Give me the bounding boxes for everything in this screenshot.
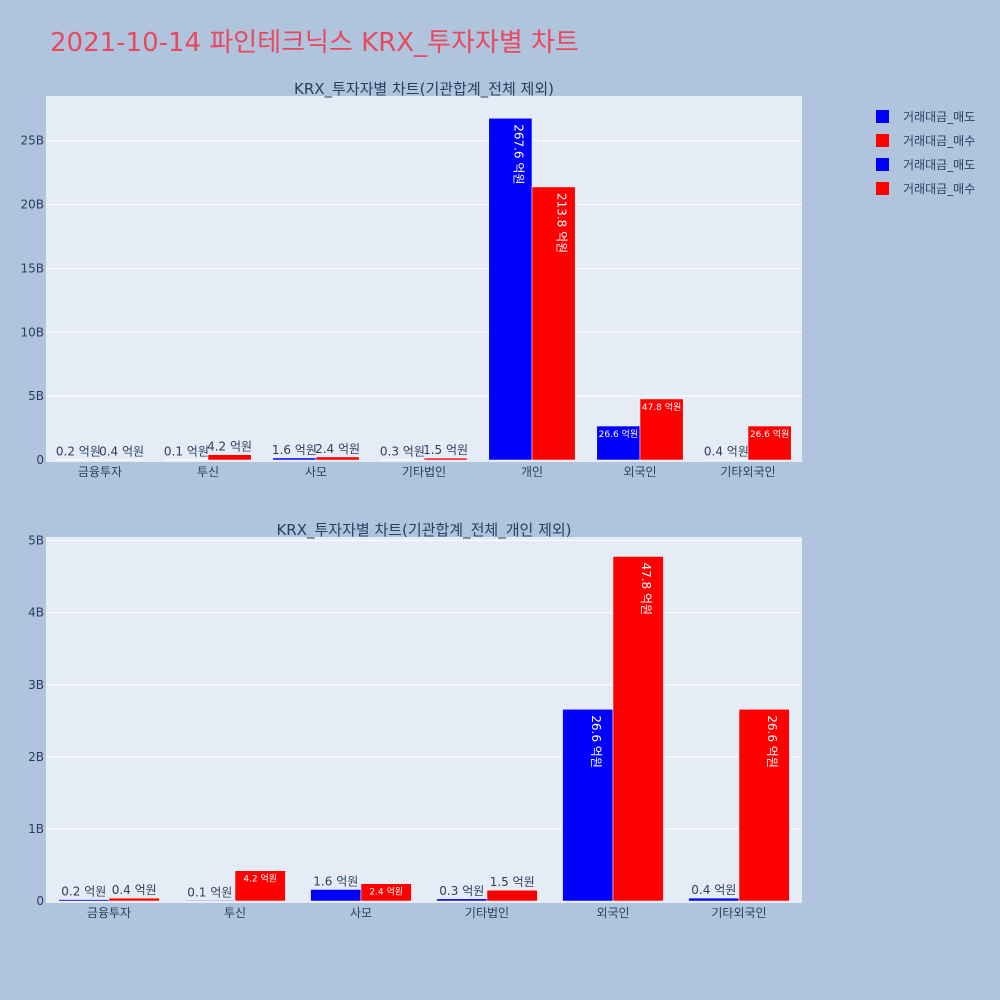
data-label: 2.4 억원 [315, 442, 360, 456]
bar-buy [108, 897, 160, 902]
bar-sell [380, 459, 425, 461]
x-tick-label: 기타외국인 [711, 906, 766, 920]
page-title: 2021-10-14 파인테크닉스 KRX_투자자별 차트 [50, 28, 579, 58]
bar-sell [164, 459, 209, 461]
chart-title: KRX_투자자별 차트(기관합계_전체_개인 제외) [276, 521, 571, 540]
bar-sell [58, 899, 110, 902]
legend-item-buy[interactable]: 거래대금_매수 [870, 128, 975, 152]
legend-swatch-buy [876, 133, 889, 147]
legend-label: 거래대금_매도 [903, 109, 976, 124]
y-tick-label: 2B [28, 750, 44, 764]
bar-buy [423, 457, 468, 461]
bar-sell [704, 459, 749, 461]
legend-item-buy[interactable]: 거래대금_매수 [870, 176, 975, 200]
data-label: 213.8 억원 [555, 193, 569, 253]
plot-area [46, 96, 802, 462]
x-tick-label: 금융투자 [78, 465, 122, 479]
bar-buy [747, 425, 792, 461]
bar-sell [56, 459, 101, 461]
legend-swatch-sell [876, 109, 889, 123]
bar-sell [562, 709, 614, 902]
data-label: 0.3 억원 [380, 445, 425, 459]
bar-sell [688, 897, 740, 902]
data-label: 47.8 억원 [642, 401, 681, 413]
legend-swatch-buy [876, 181, 889, 195]
bar-buy [315, 456, 360, 461]
chart-title: KRX_투자자별 차트(기관합계_전체 제외) [294, 80, 554, 99]
legend-label: 거래대금_매수 [903, 181, 976, 196]
data-label: 0.4 억원 [691, 883, 736, 897]
data-label: 1.6 억원 [272, 443, 317, 457]
bar-buy [639, 398, 684, 461]
data-label: 1.6 억원 [313, 874, 358, 888]
bar-buy [531, 186, 576, 461]
data-label: 47.8 억원 [639, 562, 653, 615]
y-tick-label: 3B [28, 678, 44, 692]
data-label: 1.5 억원 [423, 443, 468, 457]
data-label: 4.2 억원 [207, 440, 252, 454]
bar-buy [234, 870, 286, 902]
x-tick-label: 기타법인 [402, 465, 446, 479]
data-label: 26.6 억원 [750, 428, 789, 440]
bar-sell [436, 898, 488, 902]
bar-buy [738, 709, 790, 902]
bar-buy [360, 883, 412, 902]
bar-buy [99, 459, 144, 461]
legend-item-sell[interactable]: 거래대금_매도 [870, 152, 975, 176]
plot-area [46, 537, 802, 903]
bar-sell [184, 900, 236, 902]
x-tick-label: 기타외국인 [720, 465, 775, 479]
data-label: 0.4 억원 [99, 444, 144, 458]
legend-label: 거래대금_매도 [903, 157, 976, 172]
data-label: 0.1 억원 [164, 445, 209, 459]
legend-swatch-sell [876, 157, 889, 171]
data-label: 1.5 억원 [490, 875, 535, 889]
y-tick-label: 15B [20, 261, 44, 275]
data-label: 26.6 억원 [599, 428, 638, 440]
x-tick-label: 외국인 [596, 906, 629, 920]
x-tick-label: 개인 [521, 465, 543, 479]
y-tick-label: 5B [28, 389, 44, 403]
bar-buy [207, 454, 252, 461]
legend-item-sell[interactable]: 거래대금_매도 [870, 104, 975, 128]
x-tick-label: 기타법인 [465, 906, 509, 920]
data-label: 26.6 억원 [765, 715, 779, 768]
x-tick-label: 외국인 [623, 465, 656, 479]
data-label: 0.4 억원 [704, 444, 749, 458]
data-label: 0.3 억원 [439, 884, 484, 898]
y-tick-label: 0 [36, 453, 44, 467]
data-label: 0.4 억원 [112, 883, 157, 897]
data-label: 0.1 억원 [187, 885, 232, 899]
y-tick-label: 20B [20, 198, 44, 212]
data-label: 0.2 억원 [56, 445, 101, 459]
x-tick-label: 투신 [224, 906, 246, 920]
bar-buy [612, 556, 664, 902]
data-label: 26.6 억원 [589, 715, 603, 768]
x-tick-label: 사모 [350, 906, 372, 920]
y-tick-label: 4B [28, 606, 44, 620]
bar-sell [272, 457, 317, 461]
data-label: 267.6 억원 [511, 124, 525, 184]
legend[interactable]: 거래대금_매도 거래대금_매수 거래대금_매도 거래대금_매수 [870, 104, 975, 200]
data-label: 0.2 억원 [61, 885, 106, 899]
bar-sell [310, 889, 362, 902]
data-label: 2.4 억원 [369, 886, 403, 898]
y-tick-label: 1B [28, 822, 44, 836]
data-label: 4.2 억원 [243, 873, 277, 885]
bar-buy [486, 889, 538, 902]
x-tick-label: 사모 [305, 465, 327, 479]
bar-sell [488, 117, 533, 461]
y-tick-label: 5B [28, 534, 44, 548]
y-tick-label: 0 [36, 894, 44, 908]
y-tick-label: 25B [20, 134, 44, 148]
x-tick-label: 금융투자 [87, 906, 131, 920]
y-tick-label: 10B [20, 325, 44, 339]
legend-label: 거래대금_매수 [903, 133, 976, 148]
x-tick-label: 투신 [197, 465, 219, 479]
